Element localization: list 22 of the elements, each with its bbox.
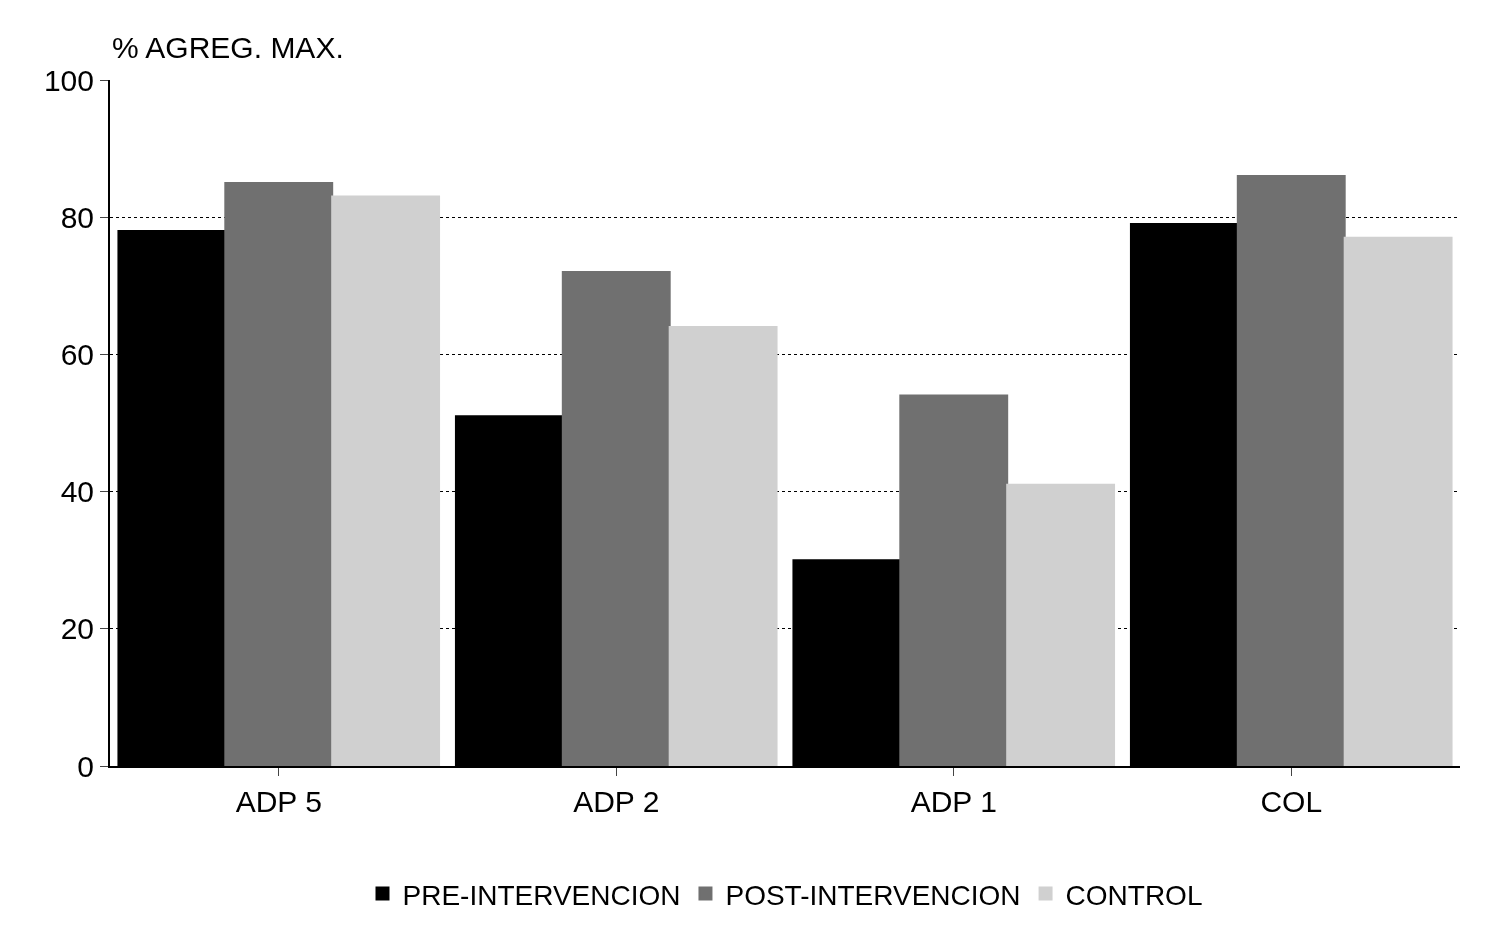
y-tick-label: 100: [43, 63, 94, 97]
legend-label: POST-INTERVENCION: [725, 879, 1021, 911]
bar: [1236, 175, 1346, 766]
bar: [561, 271, 671, 766]
y-tick-label: 40: [60, 475, 94, 509]
bar: [331, 195, 441, 766]
bar: [668, 325, 778, 766]
x-tick-label: ADP 1: [910, 785, 997, 818]
y-axis-title: % AGREG. MAX.: [112, 31, 344, 64]
legend-label: CONTROL: [1065, 879, 1203, 911]
bar: [1343, 236, 1453, 766]
bar: [1006, 483, 1116, 766]
y-tick-label: 60: [60, 337, 94, 371]
bar: [899, 394, 1009, 766]
legend-label: PRE-INTERVENCION: [402, 879, 681, 911]
x-tick-label: ADP 5: [235, 785, 322, 818]
x-tick-label: ADP 2: [573, 785, 660, 818]
y-tick-label: 0: [77, 749, 94, 783]
x-tick-label: COL: [1260, 785, 1323, 818]
bar: [224, 181, 334, 766]
y-tick-label: 80: [60, 200, 94, 234]
y-tick-label: 20: [60, 612, 94, 646]
